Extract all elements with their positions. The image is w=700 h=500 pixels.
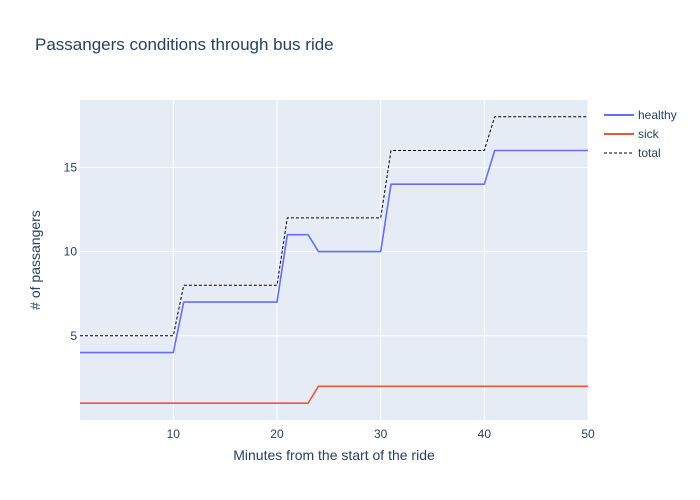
y-axis-title: # of passangers bbox=[27, 210, 43, 310]
x-tick-label: 10 bbox=[167, 427, 181, 441]
x-tick-label: 20 bbox=[270, 427, 284, 441]
x-tick-label: 40 bbox=[478, 427, 492, 441]
legend: healthy sick total bbox=[604, 108, 677, 160]
series-line-healthy bbox=[80, 149, 588, 354]
y-tick-label: 15 bbox=[64, 160, 78, 174]
series-line-sick bbox=[80, 385, 588, 405]
x-tick-label: 30 bbox=[374, 427, 388, 441]
plot-area bbox=[80, 100, 588, 420]
x-axis-title: Minutes from the start of the ride bbox=[233, 447, 435, 463]
legend-label-healthy: healthy bbox=[638, 108, 677, 122]
y-tick-label: 5 bbox=[70, 329, 77, 343]
chart-title: Passangers conditions through bus ride bbox=[35, 35, 334, 54]
y-tick-label: 10 bbox=[64, 245, 78, 259]
x-axis-ticks: 10 20 30 40 50 bbox=[167, 427, 595, 441]
x-tick-label: 50 bbox=[581, 427, 595, 441]
legend-label-total: total bbox=[638, 146, 661, 160]
y-axis-ticks: 5 10 15 bbox=[64, 160, 78, 342]
series-layer bbox=[80, 116, 588, 405]
legend-label-sick: sick bbox=[638, 127, 660, 141]
